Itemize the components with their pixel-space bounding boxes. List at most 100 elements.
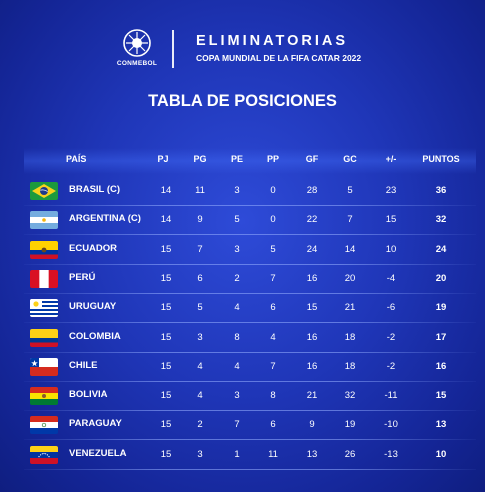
cell-pe: 1 bbox=[234, 448, 240, 460]
cell-gf: 9 bbox=[309, 419, 315, 431]
cell-gc: 20 bbox=[344, 272, 356, 284]
cell-dif: -13 bbox=[384, 448, 398, 460]
row-divider bbox=[24, 322, 476, 324]
brazil-flag-icon bbox=[30, 182, 58, 200]
cell-pj: 15 bbox=[160, 302, 172, 314]
cell-dif: -11 bbox=[384, 390, 398, 402]
table-row-5: URUGUAY 15 5 4 6 15 21 -6 19 bbox=[24, 293, 476, 324]
cell-gc: 14 bbox=[344, 243, 356, 255]
cell-pe: 2 bbox=[234, 272, 240, 284]
cell-gf: 16 bbox=[306, 360, 318, 372]
cell-dif: 23 bbox=[385, 185, 397, 196]
header-subtitle: COPA MUNDIAL DE LA FIFA CATAR 2022 bbox=[196, 53, 362, 63]
cell-puntos: 10 bbox=[435, 448, 447, 460]
row-divider bbox=[24, 205, 476, 206]
cell-gc: 21 bbox=[344, 302, 356, 314]
cell-pp: 6 bbox=[270, 419, 276, 431]
cell-pp: 7 bbox=[270, 360, 276, 372]
cell-pg: 7 bbox=[197, 243, 203, 255]
cell-pp: 0 bbox=[270, 185, 276, 196]
cell-pp: 4 bbox=[270, 331, 276, 343]
cell-pj: 15 bbox=[160, 448, 172, 460]
column-header-gf: GF bbox=[305, 154, 319, 164]
cell-gc: 19 bbox=[344, 419, 356, 431]
team-name: ARGENTINA (C) bbox=[69, 213, 141, 225]
cell-gc: 26 bbox=[344, 448, 356, 460]
cell-gc: 18 bbox=[344, 331, 356, 343]
row-divider bbox=[24, 263, 476, 265]
cell-pg: 4 bbox=[197, 390, 203, 402]
cell-puntos: 32 bbox=[435, 214, 447, 226]
cell-gf: 21 bbox=[306, 390, 318, 402]
cell-pg: 3 bbox=[197, 331, 203, 343]
cell-pp: 8 bbox=[270, 390, 276, 402]
table-row-8: BOLIVIA 15 4 3 8 21 32 -11 15 bbox=[24, 381, 476, 412]
cell-gc: 32 bbox=[344, 390, 356, 402]
team-name: CHILE bbox=[69, 359, 98, 371]
cell-gf: 16 bbox=[306, 272, 318, 284]
cell-dif: 15 bbox=[385, 214, 397, 226]
cell-pj: 15 bbox=[160, 243, 172, 255]
uruguay-flag-icon bbox=[30, 299, 58, 318]
cell-pj: 14 bbox=[160, 185, 172, 196]
row-divider bbox=[24, 380, 476, 382]
column-header-pg: PG bbox=[193, 154, 207, 164]
table-title: TABLA DE POSICIONES bbox=[148, 92, 337, 110]
venezuela-flag-icon bbox=[30, 445, 58, 464]
cell-pg: 2 bbox=[197, 419, 203, 431]
cell-puntos: 20 bbox=[435, 272, 447, 284]
table-row-2: ARGENTINA (C) 14 9 5 0 22 7 15 32 bbox=[24, 205, 476, 236]
cell-pp: 5 bbox=[270, 243, 276, 255]
team-name: COLOMBIA bbox=[69, 330, 121, 342]
cell-gf: 28 bbox=[306, 185, 318, 196]
cell-puntos: 13 bbox=[435, 419, 447, 431]
table-row-3: ECUADOR 15 7 3 5 24 14 10 24 bbox=[24, 235, 476, 265]
table-row-1: BRASIL (C) 14 11 3 0 28 5 23 36 bbox=[24, 176, 476, 206]
cell-puntos: 16 bbox=[435, 360, 447, 372]
cell-pg: 4 bbox=[197, 360, 203, 372]
cell-pj: 14 bbox=[160, 214, 172, 226]
cell-dif: -6 bbox=[386, 302, 396, 314]
row-divider bbox=[24, 351, 476, 353]
cell-pe: 4 bbox=[234, 360, 240, 372]
cell-pj: 15 bbox=[160, 360, 172, 372]
team-name: ECUADOR bbox=[69, 242, 118, 254]
cell-pg: 6 bbox=[197, 272, 203, 284]
cell-pe: 4 bbox=[234, 302, 240, 314]
paraguay-flag-icon bbox=[30, 416, 58, 435]
cell-pp: 11 bbox=[268, 448, 278, 460]
header-divider bbox=[172, 30, 174, 68]
table-row-7: CHILE 15 4 4 7 16 18 -2 16 bbox=[24, 352, 476, 382]
cell-puntos: 19 bbox=[435, 302, 447, 314]
table-row-9: PARAGUAY 15 2 7 6 9 19 -10 13 bbox=[24, 410, 476, 441]
cell-gf: 22 bbox=[306, 214, 318, 226]
colombia-flag-icon bbox=[30, 328, 58, 347]
team-name: PARAGUAY bbox=[69, 418, 122, 430]
row-divider bbox=[24, 410, 476, 412]
cell-puntos: 15 bbox=[435, 390, 447, 402]
cell-pe: 3 bbox=[234, 185, 240, 196]
cell-dif: 10 bbox=[385, 243, 397, 255]
column-header-pais: PAÍS bbox=[66, 154, 87, 164]
argentina-flag-icon bbox=[30, 211, 58, 230]
cell-gf: 13 bbox=[306, 448, 318, 460]
table-row-10: VENEZUELA 15 3 1 11 13 26 -13 10 bbox=[24, 440, 476, 470]
cell-gf: 15 bbox=[306, 302, 318, 314]
cell-dif: -2 bbox=[386, 331, 396, 343]
cell-puntos: 36 bbox=[435, 185, 447, 196]
bolivia-flag-icon bbox=[30, 387, 58, 406]
cell-pp: 7 bbox=[270, 272, 276, 284]
row-divider bbox=[24, 234, 476, 236]
cell-puntos: 24 bbox=[435, 243, 447, 255]
cell-pp: 6 bbox=[270, 302, 276, 314]
column-header-puntos: PUNTOS bbox=[422, 154, 460, 164]
team-name: BRASIL (C) bbox=[69, 184, 121, 195]
cell-pe: 3 bbox=[234, 243, 240, 255]
cell-pg: 9 bbox=[197, 214, 203, 226]
cell-gc: 5 bbox=[347, 185, 353, 196]
team-name: URUGUAY bbox=[69, 301, 117, 313]
cell-gf: 16 bbox=[306, 331, 318, 343]
row-divider bbox=[24, 468, 476, 470]
row-divider bbox=[24, 439, 476, 441]
row-divider bbox=[24, 292, 476, 294]
